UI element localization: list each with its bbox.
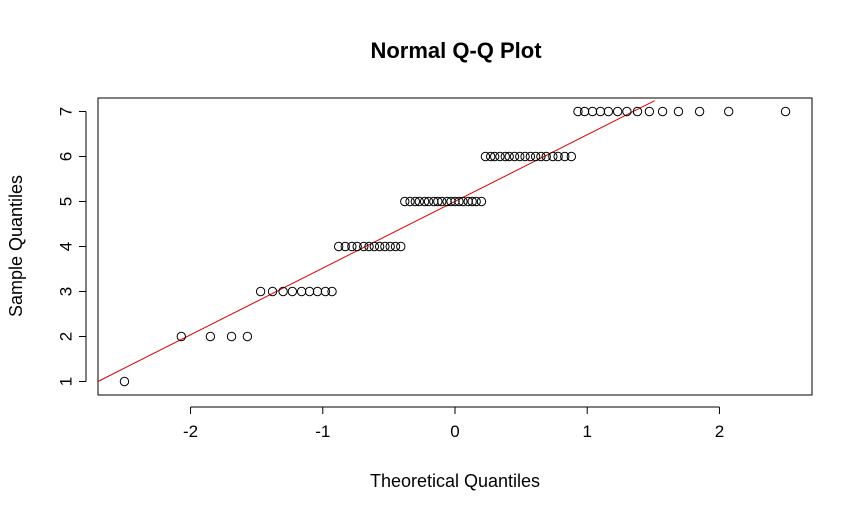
- x-tick-label: 0: [450, 422, 459, 441]
- data-point: [595, 106, 606, 117]
- data-point: [673, 106, 684, 117]
- data-point: [333, 241, 344, 252]
- data-point: [471, 196, 481, 207]
- data-point: [486, 151, 496, 162]
- data-point: [352, 241, 362, 252]
- data-point: [327, 286, 337, 297]
- data-point: [632, 106, 643, 117]
- data-point: [369, 241, 380, 252]
- data-point: [176, 331, 187, 342]
- data-point: [467, 196, 477, 207]
- data-point: [530, 151, 541, 162]
- data-point: [504, 151, 514, 162]
- data-point: [390, 241, 401, 252]
- data-point: [400, 196, 410, 207]
- data-point: [380, 241, 390, 252]
- data-point: [255, 286, 266, 297]
- x-axis: -2 -1 0 1 2: [183, 406, 724, 441]
- x-tick-label: 1: [582, 422, 591, 441]
- data-point: [536, 151, 546, 162]
- x-tick-label: 2: [715, 422, 724, 441]
- data-point: [454, 196, 464, 207]
- data-point: [359, 241, 369, 252]
- y-axis-label: Sample Quantiles: [6, 175, 26, 317]
- data-point: [573, 106, 583, 117]
- data-point: [489, 151, 500, 162]
- data-point: [560, 151, 570, 162]
- data-point: [579, 106, 590, 117]
- y-tick-label: 6: [57, 152, 76, 161]
- data-point: [500, 151, 510, 162]
- data-point: [226, 331, 237, 342]
- data-point: [296, 286, 307, 297]
- data-point: [509, 151, 520, 162]
- data-point: [437, 196, 447, 207]
- data-point: [612, 106, 623, 117]
- data-point: [304, 286, 315, 297]
- y-tick-label: 5: [57, 197, 76, 206]
- x-axis-label: Theoretical Quantiles: [370, 471, 540, 491]
- data-point: [587, 106, 598, 117]
- chart-title: Normal Q-Q Plot: [370, 38, 542, 63]
- points-layer: [119, 106, 791, 387]
- y-axis: 1 2 3 4 5 6 7: [57, 107, 87, 386]
- y-tick-label: 3: [57, 287, 76, 296]
- reference-line-layer: [97, 100, 655, 382]
- data-point: [515, 151, 525, 162]
- data-point: [520, 151, 530, 162]
- data-point: [385, 241, 395, 252]
- data-point: [657, 106, 668, 117]
- data-point: [414, 196, 424, 207]
- data-point: [548, 151, 558, 162]
- data-point: [410, 196, 421, 207]
- data-point: [694, 106, 705, 117]
- y-tick-label: 1: [57, 377, 76, 386]
- reference-line: [97, 100, 655, 382]
- data-point: [724, 106, 734, 117]
- data-point: [374, 241, 385, 252]
- data-point: [458, 196, 468, 207]
- plot-frame: [97, 97, 813, 396]
- y-tick-label: 2: [57, 332, 76, 341]
- data-point: [566, 151, 577, 162]
- data-point: [287, 286, 298, 297]
- data-point: [495, 151, 505, 162]
- data-point: [419, 196, 430, 207]
- data-point: [312, 286, 323, 297]
- x-tick-label: -1: [315, 422, 330, 441]
- data-point: [476, 196, 487, 207]
- data-point: [644, 106, 655, 117]
- data-point: [242, 331, 253, 342]
- data-point: [622, 106, 632, 117]
- data-point: [347, 241, 357, 252]
- data-point: [553, 151, 563, 162]
- data-point: [433, 196, 443, 207]
- data-point: [603, 106, 614, 117]
- data-point: [525, 151, 536, 162]
- data-point: [423, 196, 434, 207]
- data-point: [267, 286, 278, 297]
- data-point: [480, 151, 491, 162]
- data-point: [364, 241, 374, 252]
- data-point: [278, 286, 288, 297]
- x-tick-label: -2: [183, 422, 198, 441]
- data-point: [340, 241, 350, 252]
- data-point: [320, 286, 331, 297]
- data-point: [405, 196, 415, 207]
- data-point: [205, 331, 216, 342]
- data-point: [541, 151, 551, 162]
- y-tick-label: 7: [57, 107, 76, 116]
- data-point: [119, 376, 130, 387]
- data-point: [396, 241, 406, 252]
- y-tick-label: 4: [57, 242, 76, 251]
- data-point: [780, 106, 791, 117]
